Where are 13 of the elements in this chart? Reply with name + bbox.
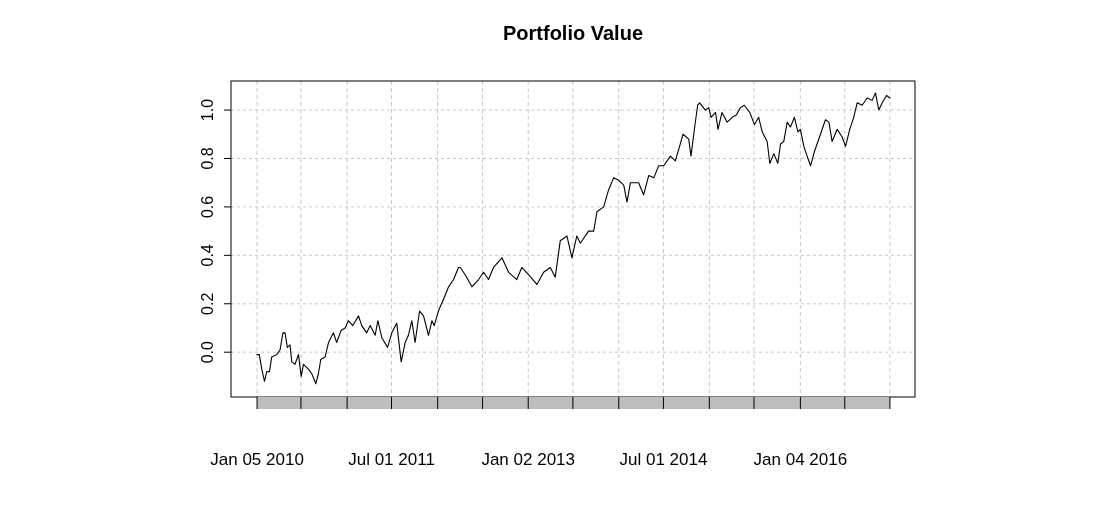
y-tick-label: 1.0 [199,98,216,122]
x-tick-label: Jan 05 2010 [210,450,304,469]
y-tick-label: 0.4 [199,244,216,267]
y-tick-label: 0.2 [199,292,216,315]
chart-title: Portfolio Value [502,22,644,44]
line-series [256,92,891,385]
y-tick-label: 0.8 [199,147,216,170]
x-tick-label: Jan 02 2013 [481,450,576,469]
x-tick-label: Jul 01 2014 [619,450,708,469]
y-tick-label: 0.0 [199,340,216,364]
y-tick-label: 0.6 [199,195,216,219]
x-tick-label: Jan 04 2016 [753,450,848,469]
x-tick-label: Jul 01 2011 [348,450,435,469]
